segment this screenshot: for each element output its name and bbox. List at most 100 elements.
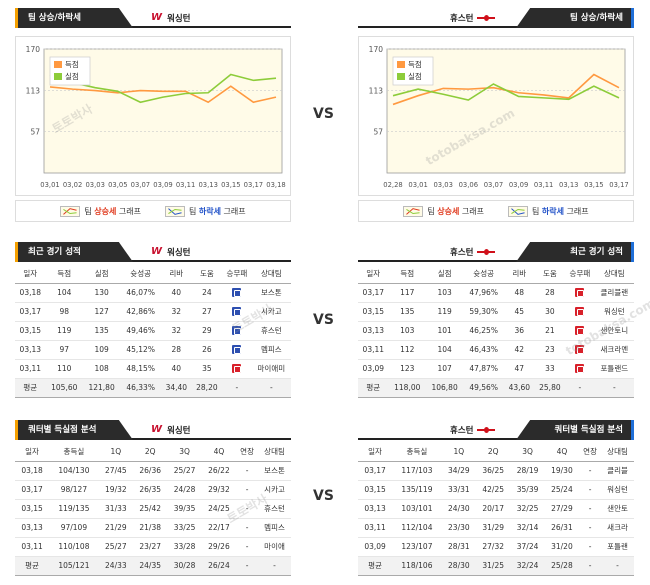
- table-row: 03,11 110/108 25/27 23/27 33/28 29/26- 마이애: [15, 537, 291, 557]
- table-cell: 104: [45, 283, 83, 303]
- x-tick-label: 03,07: [484, 181, 503, 189]
- table-cell: 112: [388, 340, 426, 360]
- table-cell: 29/32: [201, 480, 237, 500]
- table-header-row: 일자 총득실 1Q 2Q 3Q 4Q 연장 상대팀: [358, 442, 634, 462]
- table-cell: [565, 359, 595, 379]
- legend-swatch: [397, 61, 405, 68]
- table-cell: 31/33: [98, 499, 134, 519]
- vs-label-1: VS: [313, 106, 334, 122]
- table-cell: 워싱턴: [601, 480, 634, 500]
- table-cell: 멤피스: [251, 340, 291, 360]
- table-cell: 30/28: [167, 556, 202, 576]
- x-tick-label: 02,28: [383, 181, 402, 189]
- legend-up-word-left: 상승세: [94, 206, 117, 216]
- table-cell: 107: [425, 359, 464, 379]
- table-cell: 34,40: [161, 378, 192, 398]
- table-cell: 97: [45, 340, 83, 360]
- column-header: 리바: [161, 264, 192, 284]
- recent-team-right: 휴스턴: [450, 246, 496, 258]
- table-cell: 29: [191, 321, 223, 341]
- recent-table-right: 일자 득점 실점 슛성공 리바 도움 승무패 상대팀 03,17 117 103 47,96% 48 28…: [358, 264, 634, 398]
- table-cell: 46,07%: [120, 283, 162, 303]
- column-header: 4Q: [201, 442, 237, 462]
- table-cell: 110: [45, 359, 83, 379]
- table-cell: 117: [388, 283, 426, 303]
- table-cell: 45,12%: [120, 340, 162, 360]
- table-row: 03,11 112 104 46,43% 42 23 새크라멘: [358, 340, 634, 360]
- recent-title-right: 최근 경기 성적: [516, 242, 634, 262]
- table-cell: 29/26: [201, 537, 237, 557]
- table-cell: 19/30: [544, 461, 580, 481]
- table-cell: 24/28: [167, 480, 202, 500]
- table-cell: 03,18: [15, 461, 50, 481]
- trend-team-name-left: 워싱턴: [167, 14, 191, 24]
- table-cell: 25,80: [534, 378, 566, 398]
- table-cell: -: [236, 518, 259, 538]
- table-header-row: 일자 득점 실점 슛성공 리바 도움 승무패 상대팀: [15, 264, 291, 284]
- table-cell: 34/29: [441, 461, 477, 481]
- table-cell: 25/42: [133, 499, 168, 519]
- legend-down-right: 팀 하락세 그래프: [508, 205, 589, 217]
- table-cell: [222, 283, 252, 303]
- table-cell: 27/29: [544, 499, 580, 519]
- legend-up-right: 팀 상승세 그래프: [403, 205, 484, 217]
- table-cell: 42: [504, 340, 535, 360]
- table-cell: 시카고: [251, 302, 291, 322]
- table-cell: 33: [534, 359, 566, 379]
- table-cell: 32/14: [510, 518, 545, 538]
- table-row: 03,13 97/109 21/29 21/38 33/25 22/17- 멤피스: [15, 518, 291, 538]
- table-row: 03,15 135 119 59,30% 45 30 워싱턴: [358, 302, 634, 322]
- legend-label: 득점: [65, 59, 79, 69]
- table-cell: 47: [504, 359, 535, 379]
- table-cell: 118,00: [388, 378, 426, 398]
- table-cell: -: [579, 518, 602, 538]
- table-cell: 25/24: [544, 480, 580, 500]
- column-header: 슛성공: [463, 264, 505, 284]
- loss-badge-icon: [232, 364, 242, 374]
- column-header: 일자: [15, 442, 50, 462]
- average-row: 평균 105/121 24/33 24/35 30/28 26/24- -: [15, 556, 291, 576]
- recent-team-left: W 워싱턴: [151, 246, 191, 259]
- legend-label: 득점: [408, 59, 422, 69]
- table-cell: 40: [161, 359, 192, 379]
- table-cell: 103: [388, 321, 426, 341]
- table-row: 03,15 119/135 31/33 25/42 39/35 24/25- 휴스턴: [15, 499, 291, 519]
- column-header: 총득실: [392, 442, 442, 462]
- table-cell: 35/39: [510, 480, 545, 500]
- series-line-allowed: [49, 73, 277, 104]
- legend-down-left: 팀 하락세 그래프: [165, 205, 246, 217]
- legend-up-suffix-right: 그래프: [459, 206, 484, 216]
- table-row: 03,15 135/119 33/31 42/25 35/39 25/24- 워싱턴: [358, 480, 634, 500]
- series-line-score: [49, 85, 277, 104]
- recent-panel-right: 휴스턴 최근 경기 성적 일자 득점 실점 슛성공 리바 도움 승무패 상대팀 03,17 117…: [358, 242, 634, 398]
- table-cell: 119: [45, 321, 83, 341]
- table-cell: 휴스턴: [251, 321, 291, 341]
- table-cell: 46,25%: [463, 321, 505, 341]
- table-cell: 28/31: [441, 537, 477, 557]
- table-cell: -: [236, 461, 259, 481]
- table-cell: 48: [504, 283, 535, 303]
- table-cell: 46,33%: [120, 378, 162, 398]
- table-cell: -: [579, 499, 602, 519]
- column-header: 득점: [45, 264, 83, 284]
- table-cell: 39/35: [167, 499, 202, 519]
- table-cell: 마이애미: [251, 359, 291, 379]
- table-cell: 03,11: [15, 537, 50, 557]
- table-cell: 24/35: [133, 556, 168, 576]
- table-cell: 46,43%: [463, 340, 505, 360]
- win-badge-icon: [232, 326, 242, 336]
- table-cell: -: [579, 537, 602, 557]
- table-cell: 97/109: [49, 518, 99, 538]
- x-tick-label: 03,15: [584, 181, 603, 189]
- table-cell: 26/31: [544, 518, 580, 538]
- recent-table-left: 일자 득점 실점 슛성공 리바 도움 승무패 상대팀 03,18 104 130 46,07% 40 24…: [15, 264, 291, 398]
- table-cell: 28: [534, 283, 566, 303]
- quarter-team-name-left: 워싱턴: [167, 426, 191, 436]
- table-cell: 26/36: [133, 461, 168, 481]
- table-cell: 121,80: [82, 378, 121, 398]
- column-header: 3Q: [167, 442, 202, 462]
- win-badge-icon: [232, 307, 242, 317]
- table-cell: 103: [425, 283, 464, 303]
- recent-team-name-left: 워싱턴: [167, 248, 191, 258]
